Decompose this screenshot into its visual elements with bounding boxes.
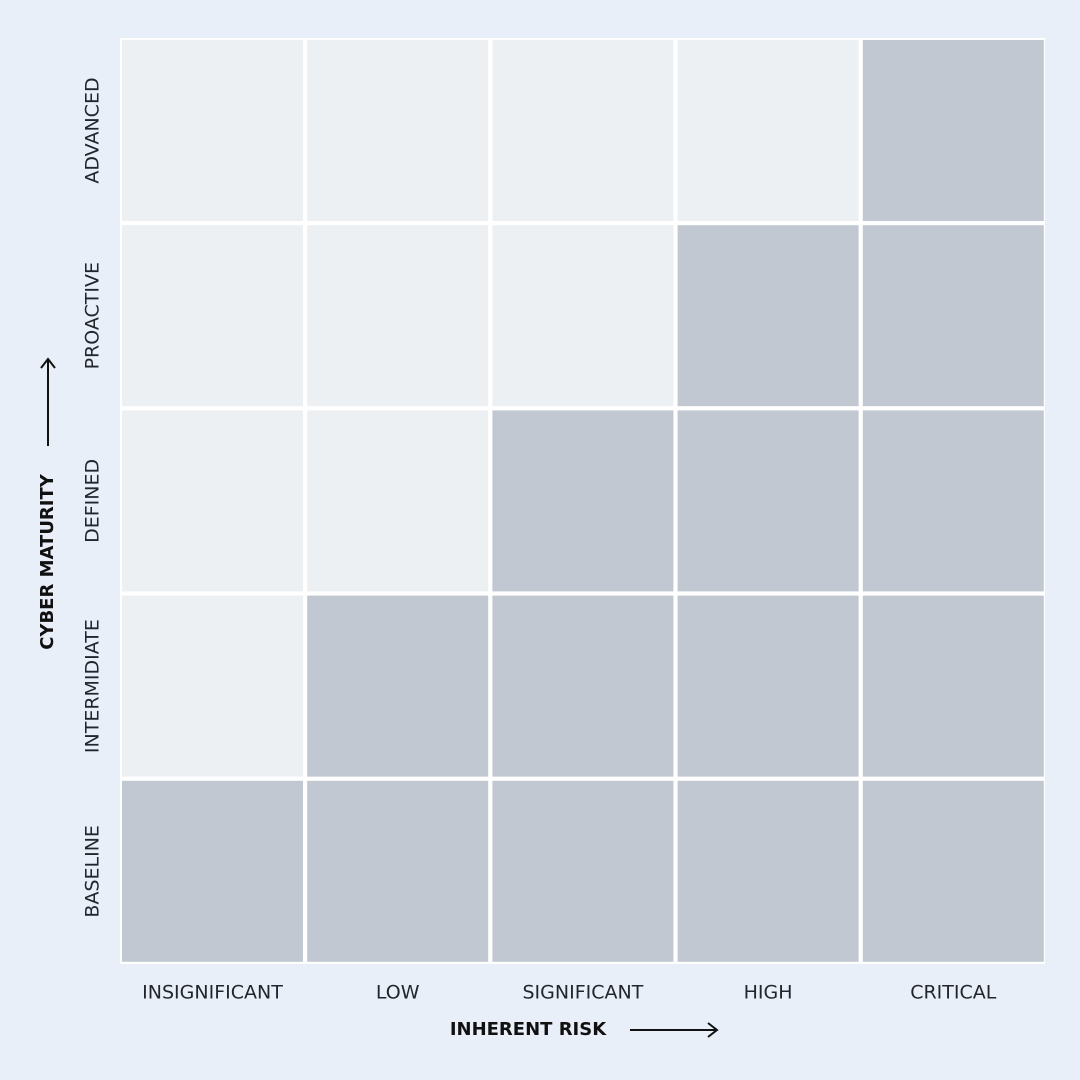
matrix-cell xyxy=(307,225,489,407)
matrix-cell xyxy=(492,410,674,592)
column-label: SIGNIFICANT xyxy=(522,982,643,1004)
column-label: LOW xyxy=(376,982,420,1004)
matrix-cell xyxy=(307,595,489,777)
matrix-cell xyxy=(122,780,303,962)
matrix-cell xyxy=(122,595,303,777)
column-label: HIGH xyxy=(744,982,793,1004)
matrix-cell xyxy=(862,595,1044,777)
matrix-cell xyxy=(677,40,859,221)
matrix-cell xyxy=(307,780,489,962)
matrix-cell xyxy=(492,40,674,221)
row-label: PROACTIVE xyxy=(82,262,104,369)
matrix-cell xyxy=(677,410,859,592)
column-label: INSIGNIFICANT xyxy=(142,982,283,1004)
row-label: DEFINED xyxy=(82,459,104,543)
row-label: BASELINE xyxy=(82,825,104,918)
matrix-cell xyxy=(862,410,1044,592)
matrix-cell xyxy=(862,225,1044,407)
matrix-cell xyxy=(492,595,674,777)
matrix-cell xyxy=(122,40,303,221)
row-label: ADVANCED xyxy=(82,77,104,183)
matrix-cell xyxy=(492,780,674,962)
x-arrow-head xyxy=(707,1022,719,1038)
matrix-cell xyxy=(677,595,859,777)
matrix-cell xyxy=(122,410,303,592)
matrix-cell xyxy=(122,225,303,407)
matrix-cell xyxy=(862,780,1044,962)
x-axis-title: INHERENT RISK xyxy=(450,1019,607,1040)
matrix-cell xyxy=(677,225,859,407)
matrix-cell xyxy=(307,40,489,221)
y-axis-title: CYBER MATURITY xyxy=(37,473,58,650)
row-label: INTERMIDIATE xyxy=(82,619,104,753)
matrix-cell xyxy=(862,40,1044,221)
matrix-cell xyxy=(677,780,859,962)
y-arrow-head xyxy=(40,357,56,369)
matrix-cell xyxy=(492,225,674,407)
column-label: CRITICAL xyxy=(910,982,997,1004)
matrix-cell xyxy=(307,410,489,592)
